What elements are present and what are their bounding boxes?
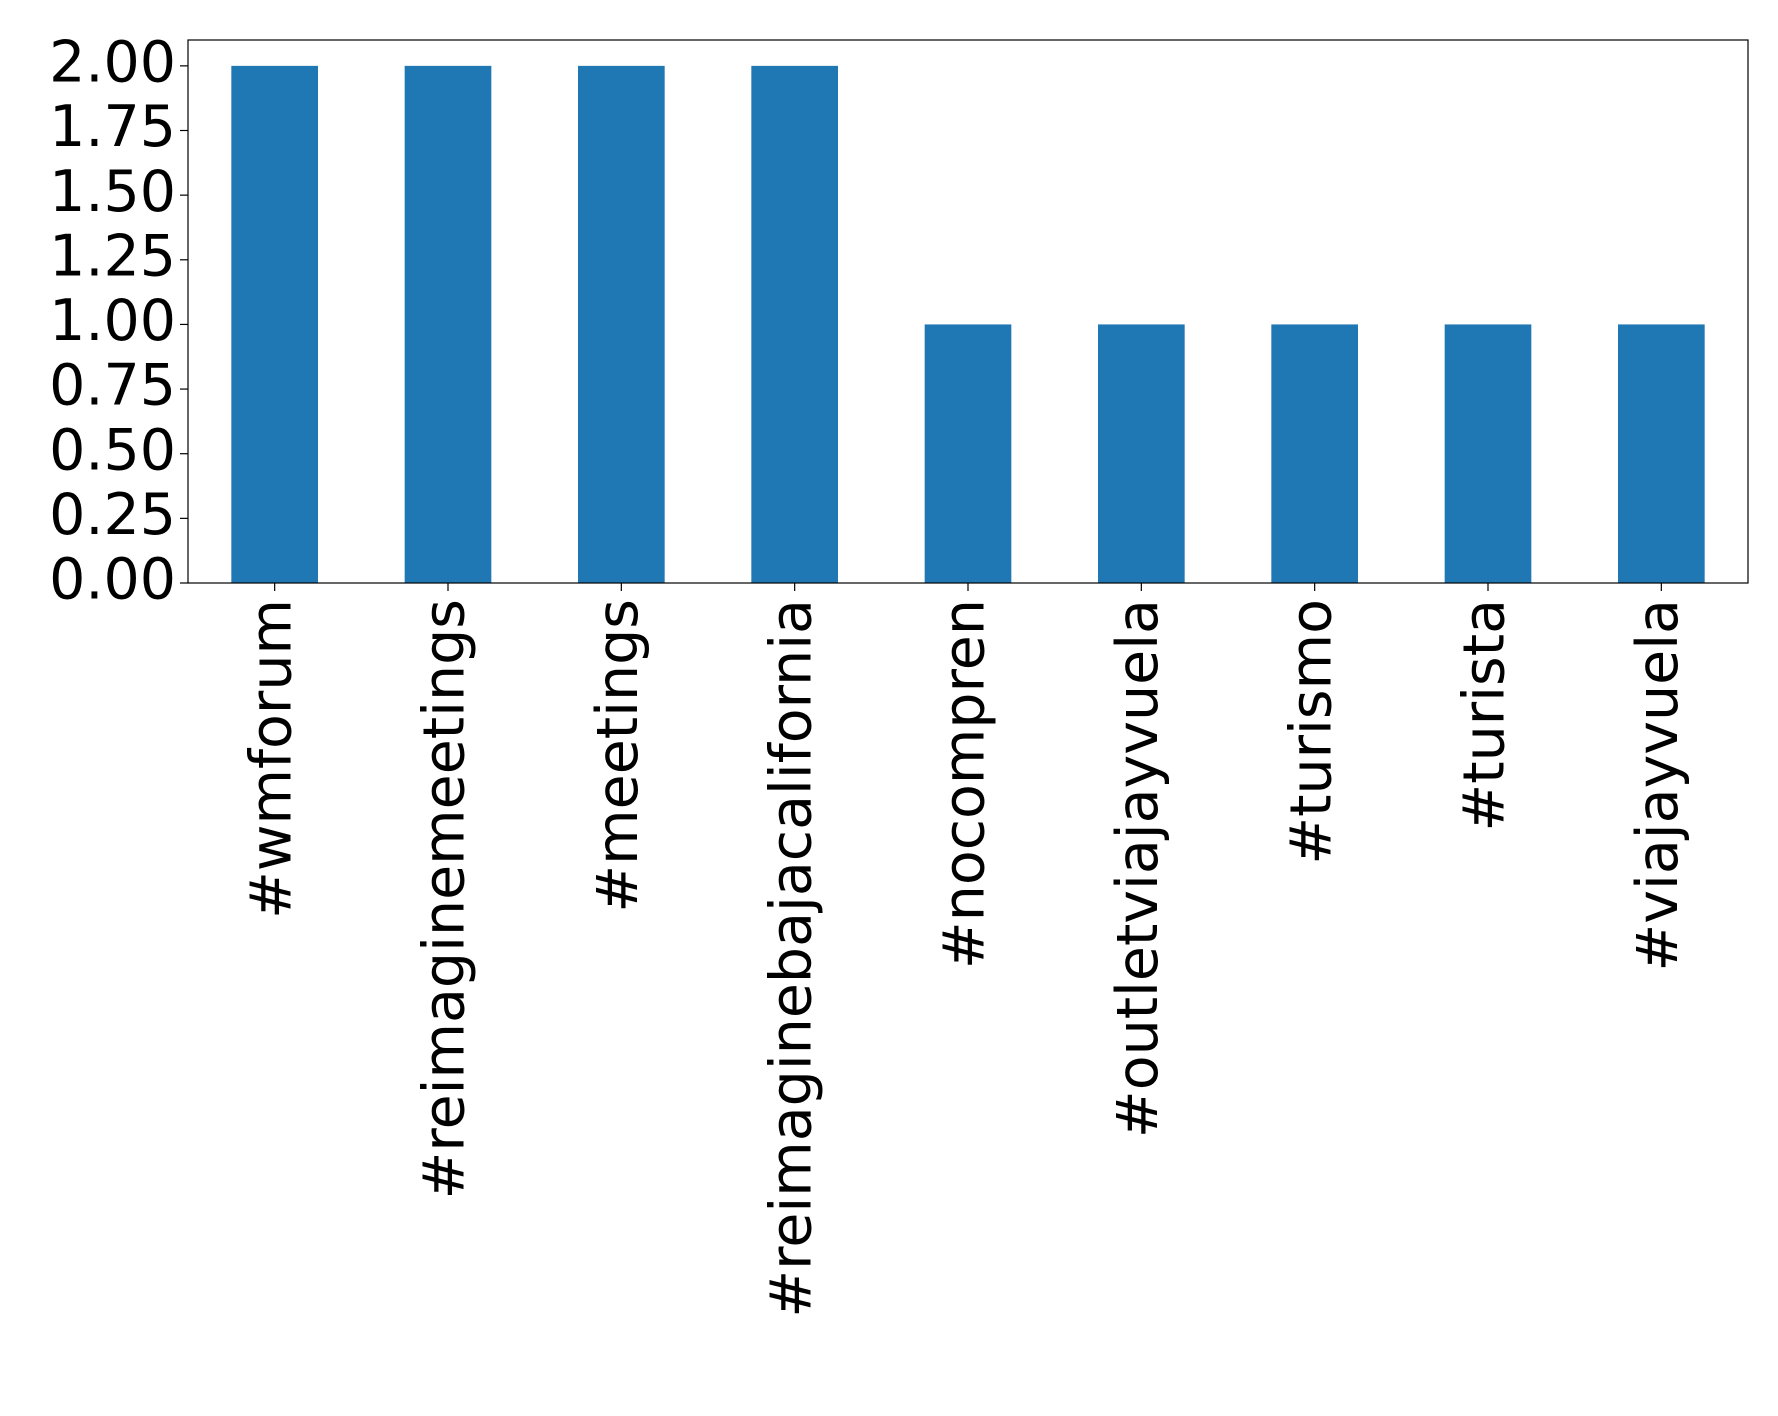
x-tick-label: #outletviajayvuela [1105,599,1171,1138]
x-tick-label: #reimaginebajacalifornia [758,599,824,1318]
bar [751,65,838,584]
bar [1271,324,1358,583]
bar [1098,324,1185,583]
bar [924,324,1012,583]
x-tick-label: #wmforum [238,599,304,919]
y-tick-label: 2.00 [49,29,176,95]
y-tick-label: 1.25 [49,223,176,289]
bar [1618,324,1705,583]
y-tick-label: 0.75 [49,353,176,419]
x-tick-label: #turismo [1278,599,1344,865]
bar [404,65,492,584]
bar [578,65,665,584]
y-tick-label: 1.50 [49,159,176,225]
y-tick-label: 1.00 [49,288,176,354]
y-tick-label: 0.00 [49,547,176,613]
x-tick-label: #turista [1452,599,1518,831]
x-tick-label: #viajayvuela [1625,599,1691,971]
y-tick-label: 0.25 [49,482,176,548]
x-tick-label: #nocompren [932,599,998,969]
bar [231,65,318,584]
bar [1444,324,1532,583]
plot-frame [187,39,1749,584]
y-tick-label: 1.75 [49,94,176,160]
x-tick-label: #reimaginemeetings [412,599,478,1199]
x-tick-label: #meetings [585,599,651,913]
y-tick-label: 0.50 [49,417,176,483]
